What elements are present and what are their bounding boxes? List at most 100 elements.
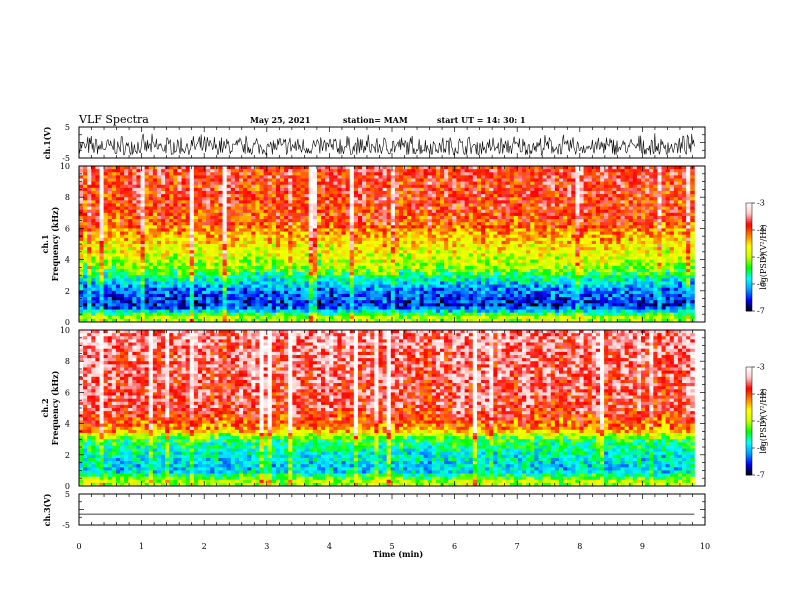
spectrogram-cell: [358, 213, 363, 217]
spectrogram-cell: [387, 250, 392, 254]
spectrogram-cell: [358, 316, 363, 320]
spectrogram-cell: [456, 238, 461, 242]
spectrogram-cell: [104, 225, 109, 229]
spectrogram-cell: [260, 310, 265, 314]
spectrogram-cell: [296, 291, 301, 295]
spectrogram-cell: [182, 250, 187, 254]
spectrogram-cell: [477, 225, 482, 229]
spectrogram-cell: [132, 197, 137, 201]
spectrogram-cell: [378, 266, 383, 270]
spectrogram-cell: [202, 288, 207, 292]
spectrogram-cell: [411, 241, 416, 245]
spectrogram-cell: [387, 278, 392, 282]
spectrogram-cell: [477, 303, 482, 307]
spectrogram-cell: [284, 182, 289, 186]
spectrogram-cell: [182, 275, 187, 279]
spectrogram-cell: [210, 228, 215, 232]
spectrogram-cell: [333, 213, 338, 217]
spectrogram-cell: [424, 310, 429, 314]
spectrogram-cell: [354, 247, 359, 251]
spectrogram-cell: [112, 278, 117, 282]
spectrogram-cell: [305, 269, 310, 273]
spectrogram-cell: [452, 175, 457, 179]
spectrogram-cell: [104, 316, 109, 320]
spectrogram-cell: [145, 166, 150, 170]
spectrogram-cell: [284, 203, 289, 207]
spectrogram-cell: [448, 272, 453, 276]
spectrogram-cell: [346, 313, 351, 317]
spectrogram-cell: [391, 316, 396, 320]
spectrogram-cell: [202, 250, 207, 254]
spectrogram-cell: [424, 232, 429, 236]
spectrogram-cell: [391, 300, 396, 304]
spectrogram-cell: [461, 197, 466, 201]
spectrogram-cell: [333, 297, 338, 301]
spectrogram-cell: [206, 288, 211, 292]
spectrogram-cell: [346, 191, 351, 195]
spectrogram-cell: [128, 185, 133, 189]
spectrogram-cell: [292, 225, 297, 229]
spectrogram-cell: [370, 166, 375, 170]
spectrogram-cell: [173, 260, 178, 264]
spectrogram-cell: [444, 272, 449, 276]
ch1-voltage-trace: [79, 133, 694, 155]
spectrogram-cell: [477, 285, 482, 289]
spectrogram-cell: [227, 197, 232, 201]
spectrogram-cell: [165, 316, 170, 320]
spectrogram-cell: [276, 241, 281, 245]
spectrogram-cell: [136, 225, 141, 229]
spectrogram-cell: [91, 219, 96, 223]
spectrogram-cell: [292, 166, 297, 170]
spectrogram-cell: [136, 244, 141, 248]
spectrogram-cell: [202, 260, 207, 264]
spectrogram-cell: [112, 300, 117, 304]
spectrogram-cell: [296, 191, 301, 195]
spectrogram-cell: [305, 313, 310, 317]
spectrogram-cell: [329, 266, 334, 270]
spectrogram-cell: [239, 253, 244, 257]
spectrogram-cell: [452, 172, 457, 176]
spectrogram-cell: [485, 191, 490, 195]
spectrogram-cell: [202, 297, 207, 301]
spectrogram-cell: [247, 241, 252, 245]
spectrogram-cell: [206, 260, 211, 264]
spectrogram-cell: [444, 200, 449, 204]
spectrogram-cell: [456, 269, 461, 273]
spectrogram-cell: [260, 213, 265, 217]
spectrogram-cell: [145, 238, 150, 242]
spectrogram-cell: [91, 247, 96, 251]
spectrogram-cell: [231, 197, 236, 201]
spectrogram-cell: [260, 197, 265, 201]
spectrogram-cell: [383, 232, 388, 236]
spectrogram-cell: [321, 244, 326, 248]
spectrogram-cell: [87, 272, 92, 276]
spectrogram-cell: [95, 285, 100, 289]
spectrogram-cell: [456, 256, 461, 260]
spectrogram-cell: [149, 297, 154, 301]
spectrogram-cell: [153, 228, 158, 232]
spectrogram-cell: [399, 182, 404, 186]
spectrogram-cell: [87, 210, 92, 214]
spectrogram-cell: [149, 203, 154, 207]
spectrogram-cell: [136, 222, 141, 226]
spectrogram-cell: [444, 247, 449, 251]
spectrogram-cell: [284, 188, 289, 192]
spectrogram-cell: [461, 210, 466, 214]
spectrogram-cell: [141, 275, 146, 279]
spectrogram-cell: [378, 178, 383, 182]
spectrogram-cell: [477, 172, 482, 176]
spectrogram-cell: [87, 275, 92, 279]
spectrogram-cell: [469, 269, 474, 273]
spectrogram-cell: [391, 256, 396, 260]
spectrogram-cell: [186, 219, 191, 223]
spectrogram-cell: [169, 288, 174, 292]
spectrogram-cell: [452, 310, 457, 314]
spectrogram-cell: [186, 238, 191, 242]
spectrogram-cell: [235, 191, 240, 195]
spectrogram-cell: [395, 266, 400, 270]
spectrogram-cell: [251, 216, 256, 220]
spectrogram-cell: [210, 260, 215, 264]
spectrogram-cell: [243, 210, 248, 214]
spectrogram-cell: [387, 175, 392, 179]
spectrogram-cell: [161, 253, 166, 257]
